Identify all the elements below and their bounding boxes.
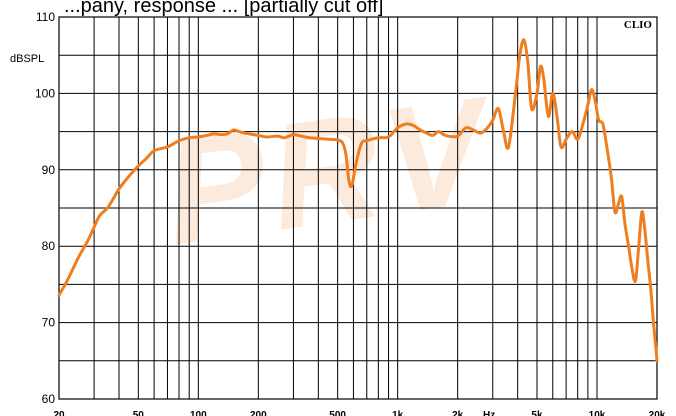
- x-tick-label: 1k: [392, 410, 404, 416]
- y-tick-label: 60: [42, 392, 56, 406]
- y-axis-label: dBSPL: [10, 53, 44, 65]
- x-tick-label: 20k: [649, 410, 666, 416]
- x-tick-label: 100: [190, 410, 207, 416]
- curve-layer: [57, 38, 659, 363]
- x-tick-labels: 20 50 100 200 500 1k 2k 5k 10k 20k: [53, 410, 665, 416]
- y-tick-labels: 60 70 80 90 100 110: [35, 10, 55, 406]
- x-tick-label: 5k: [531, 410, 543, 416]
- grid-layer: [59, 17, 657, 399]
- response-curve-0: [57, 38, 659, 363]
- y-tick-label: 110: [36, 10, 55, 24]
- x-tick-label: 2k: [452, 410, 464, 416]
- x-tick-label: 200: [250, 410, 267, 416]
- x-tick-label: 50: [133, 410, 145, 416]
- chart-title: ...pany, response ... [partially cut off…: [64, 0, 383, 17]
- brand-label: CLIO: [624, 19, 653, 31]
- x-axis-label: Hz: [483, 410, 495, 416]
- y-tick-label: 80: [42, 239, 56, 253]
- x-tick-label: 20: [53, 410, 65, 416]
- x-tick-label: 500: [329, 410, 346, 416]
- x-tick-label: 10k: [589, 410, 606, 416]
- y-tick-label: 90: [42, 163, 56, 177]
- y-tick-label: 100: [35, 86, 55, 100]
- y-tick-label: 70: [42, 316, 56, 330]
